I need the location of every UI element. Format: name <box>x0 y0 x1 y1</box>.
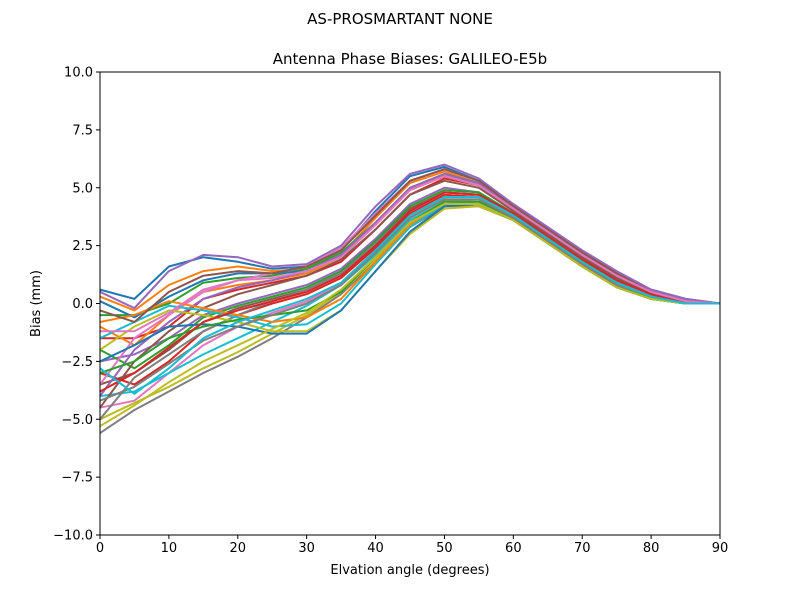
y-tick-label: −10.0 <box>53 529 93 544</box>
x-tick-label: 0 <box>96 541 104 556</box>
x-axis-ticks: 0 10 20 30 40 50 60 70 80 90 <box>96 535 728 556</box>
y-axis-ticks: −10.0 −7.5 −5.0 −2.5 0.0 2.5 5.0 7.5 10.0 <box>53 66 100 544</box>
series-line-27 <box>100 175 721 333</box>
y-tick-label: −5.0 <box>61 413 93 428</box>
x-tick-label: 90 <box>712 541 729 556</box>
y-tick-label: −2.5 <box>61 355 93 370</box>
series-line-24 <box>99 191 720 393</box>
x-tick-label: 30 <box>298 541 315 556</box>
y-tick-label: 5.0 <box>72 181 93 196</box>
figure-suptitle: AS-PROSMARTANT NONE <box>307 10 493 28</box>
chart-title: Antenna Phase Biases: GALILEO-E5b <box>273 50 547 68</box>
x-tick-label: 70 <box>574 541 591 556</box>
series-line-25 <box>99 163 721 310</box>
x-tick-label: 40 <box>367 541 384 556</box>
series-line-29 <box>99 203 720 428</box>
x-tick-label: 10 <box>161 541 178 556</box>
y-tick-label: 10.0 <box>64 66 93 81</box>
x-tick-label: 50 <box>436 541 453 556</box>
series-line-30 <box>99 196 720 395</box>
x-tick-label: 20 <box>230 541 247 556</box>
x-tick-label: 80 <box>643 541 660 556</box>
x-axis-label: Elvation angle (degrees) <box>330 563 489 578</box>
y-tick-label: 7.5 <box>72 123 93 138</box>
y-tick-label: 0.0 <box>72 297 93 312</box>
y-tick-label: −7.5 <box>61 471 93 486</box>
series-line-28 <box>99 198 720 402</box>
y-axis-label: Bias (mm) <box>29 270 44 337</box>
series-layer <box>99 163 721 434</box>
y-tick-label: 2.5 <box>72 239 93 254</box>
series-line-26 <box>99 168 721 323</box>
x-tick-label: 60 <box>505 541 522 556</box>
